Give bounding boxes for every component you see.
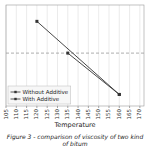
grid-line xyxy=(129,5,130,106)
grid-line xyxy=(78,5,79,106)
tick-mark xyxy=(67,106,68,108)
legend-item: Without Additive xyxy=(11,89,69,95)
tick-mark xyxy=(88,106,89,108)
legend-swatch xyxy=(11,92,21,93)
tick-mark xyxy=(119,106,120,108)
tick-label: 170 xyxy=(136,109,142,120)
plot-frame xyxy=(6,5,144,106)
data-point xyxy=(118,93,121,96)
tick-label: 120 xyxy=(33,109,39,120)
tick-label: 105 xyxy=(3,109,9,120)
data-layer xyxy=(6,20,144,96)
reference-line xyxy=(6,53,144,54)
tick-mark xyxy=(139,106,140,108)
legend-label: Without Additive xyxy=(23,89,69,95)
chart: 105 110 115 120 125 130 135 140 145 150 155 160 165 1… xyxy=(0,0,150,150)
tick-label: 150 xyxy=(95,109,101,120)
tick-label: 160 xyxy=(116,109,122,120)
legend-label: With Additive xyxy=(23,96,60,102)
tick-mark xyxy=(36,106,37,108)
tick-mark xyxy=(129,106,130,108)
legend-marker xyxy=(14,91,16,93)
tick-label: 110 xyxy=(13,109,19,120)
legend: Without AdditiveWith Additive xyxy=(8,86,71,104)
grid-line xyxy=(88,5,89,106)
legend-swatch xyxy=(11,99,21,100)
tick-mark xyxy=(98,106,99,108)
legend-item: With Additive xyxy=(11,96,60,102)
tick-label: 125 xyxy=(44,109,50,120)
tick-label: 140 xyxy=(75,109,81,120)
grid-line xyxy=(98,5,99,106)
plot-area xyxy=(6,5,144,106)
series-line xyxy=(68,53,119,94)
tick-label: 155 xyxy=(105,109,111,120)
tick-label: 145 xyxy=(85,109,91,120)
tick-mark xyxy=(16,106,17,108)
tick-mark xyxy=(26,106,27,108)
tick-label: 130 xyxy=(54,109,60,120)
tick-mark xyxy=(57,106,58,108)
series-line xyxy=(37,21,119,94)
grid-line xyxy=(139,5,140,106)
data-point xyxy=(66,52,69,55)
legend-marker xyxy=(14,98,16,100)
tick-label: 165 xyxy=(126,109,132,120)
tick-mark xyxy=(47,106,48,108)
x-axis-label: Temperature xyxy=(53,121,95,129)
data-point xyxy=(118,93,121,96)
tick-mark xyxy=(6,106,7,108)
data-point xyxy=(35,20,38,23)
grid-line xyxy=(119,5,120,106)
tick-mark xyxy=(108,106,109,108)
grid-line xyxy=(108,5,109,106)
title: Figure 3 - comparison of viscosity of tw… xyxy=(7,133,144,147)
tick-label: 115 xyxy=(23,109,29,120)
legend-box xyxy=(8,86,71,104)
tick-label: 135 xyxy=(64,109,70,120)
tick-mark xyxy=(78,106,79,108)
